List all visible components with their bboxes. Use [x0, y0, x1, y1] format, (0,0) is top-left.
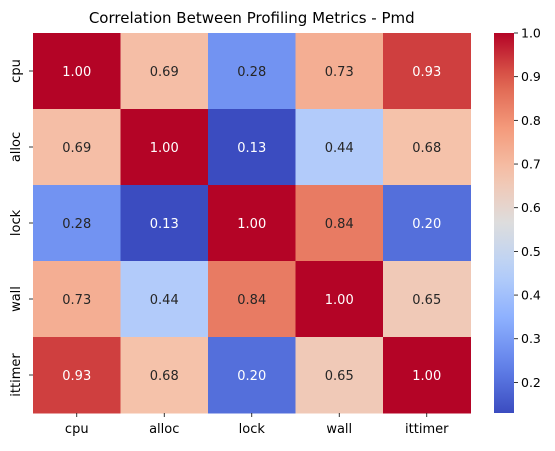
cell-value-label: 0.28	[62, 217, 91, 232]
heatmap-cell-wall-wall	[295, 261, 384, 338]
x-tick-label-lock: lock	[239, 422, 266, 437]
heatmap-cells: 1.00 0.69 0.28 0.73 0.93 0.69 1.00 0.13 0.44 0.68…	[33, 33, 471, 414]
heatmap-cell-ittimer-ittimer	[383, 337, 471, 414]
cell-value-label: 0.93	[62, 369, 91, 384]
y-tick-label-lock: lock	[9, 209, 24, 236]
heatmap-cell-lock-lock	[208, 185, 296, 262]
heatmap-cell-wall-cpu	[33, 261, 121, 338]
heatmap-cell-alloc-wall	[295, 109, 384, 186]
heatmap-cell-lock-wall	[295, 185, 384, 262]
heatmap-cell-cpu-alloc	[120, 33, 209, 110]
cell-value-label: 0.44	[325, 141, 354, 156]
cell-value-label: 0.44	[150, 293, 179, 308]
x-tick-label-alloc: alloc	[149, 422, 179, 437]
cell-value-label: 1.00	[325, 293, 354, 308]
y-tick-label-ittimer: ittimer	[9, 353, 24, 397]
cell-value-label: 0.68	[150, 369, 179, 384]
colorbar: 0.2 0.3 0.4 0.5 0.6 0.7 0.8 0.9 1.0	[494, 26, 541, 413]
cell-value-label: 0.13	[237, 141, 266, 156]
heatmap-cell-alloc-ittimer	[383, 109, 471, 186]
colorbar-gradient	[494, 33, 514, 413]
heatmap-cell-ittimer-alloc	[120, 337, 209, 414]
cell-value-label: 0.93	[412, 65, 441, 80]
heatmap-cell-cpu-cpu	[33, 33, 121, 110]
cell-value-label: 0.73	[325, 65, 354, 80]
heatmap-cell-cpu-ittimer	[383, 33, 471, 110]
cell-value-label: 1.00	[150, 141, 179, 156]
heatmap-cell-wall-alloc	[120, 261, 209, 338]
colorbar-tick-label: 0.4	[521, 288, 541, 303]
heatmap-cell-lock-ittimer	[383, 185, 471, 262]
cell-value-label: 0.73	[62, 293, 91, 308]
cell-value-label: 0.65	[412, 293, 441, 308]
heatmap-cell-wall-lock	[208, 261, 296, 338]
cell-value-label: 0.68	[412, 141, 441, 156]
heatmap-cell-lock-cpu	[33, 185, 121, 262]
y-axis-ticks: cpu alloc lock wall ittimer	[9, 59, 33, 397]
y-tick-label-cpu: cpu	[9, 59, 24, 83]
colorbar-tick-label: 0.3	[521, 331, 541, 346]
heatmap-cell-wall-ittimer	[383, 261, 471, 338]
colorbar-tick-label: 0.2	[521, 375, 541, 390]
heatmap-cell-ittimer-lock	[208, 337, 296, 414]
x-tick-label-wall: wall	[326, 422, 352, 437]
colorbar-tick-label: 0.8	[521, 113, 541, 128]
cell-value-label: 1.00	[237, 217, 266, 232]
cell-value-label: 0.20	[412, 217, 441, 232]
colorbar-tick-label: 0.7	[521, 157, 541, 172]
cell-value-label: 0.65	[325, 369, 354, 384]
colorbar-tick-label: 0.9	[521, 69, 541, 84]
y-tick-label-wall: wall	[9, 286, 24, 312]
cell-value-label: 0.13	[150, 217, 179, 232]
heatmap-cell-cpu-wall	[295, 33, 384, 110]
colorbar-tick-label: 0.5	[521, 244, 541, 259]
cell-value-label: 0.69	[62, 141, 91, 156]
heatmap-cell-lock-alloc	[120, 185, 209, 262]
cell-value-label: 0.84	[237, 293, 266, 308]
heatmap-cell-alloc-lock	[208, 109, 296, 186]
cell-value-label: 1.00	[412, 369, 441, 384]
colorbar-tick-label: 1.0	[521, 26, 541, 41]
x-axis-ticks: cpu alloc lock wall ittimer	[65, 413, 449, 437]
cell-value-label: 0.20	[237, 369, 266, 384]
cell-value-label: 0.84	[325, 217, 354, 232]
cell-value-label: 0.28	[237, 65, 266, 80]
heatmap-cell-alloc-cpu	[33, 109, 121, 186]
colorbar-tick-label: 0.6	[521, 200, 541, 215]
heatmap-cell-cpu-lock	[208, 33, 296, 110]
heatmap-cell-ittimer-wall	[295, 337, 384, 414]
chart-title: Correlation Between Profiling Metrics - …	[89, 9, 415, 27]
x-tick-label-cpu: cpu	[65, 422, 89, 437]
heatmap-cell-ittimer-cpu	[33, 337, 121, 414]
x-tick-label-ittimer: ittimer	[405, 422, 449, 437]
y-tick-label-alloc: alloc	[9, 132, 24, 162]
cell-value-label: 1.00	[62, 65, 91, 80]
cell-value-label: 0.69	[150, 65, 179, 80]
heatmap-cell-alloc-alloc	[120, 109, 209, 186]
